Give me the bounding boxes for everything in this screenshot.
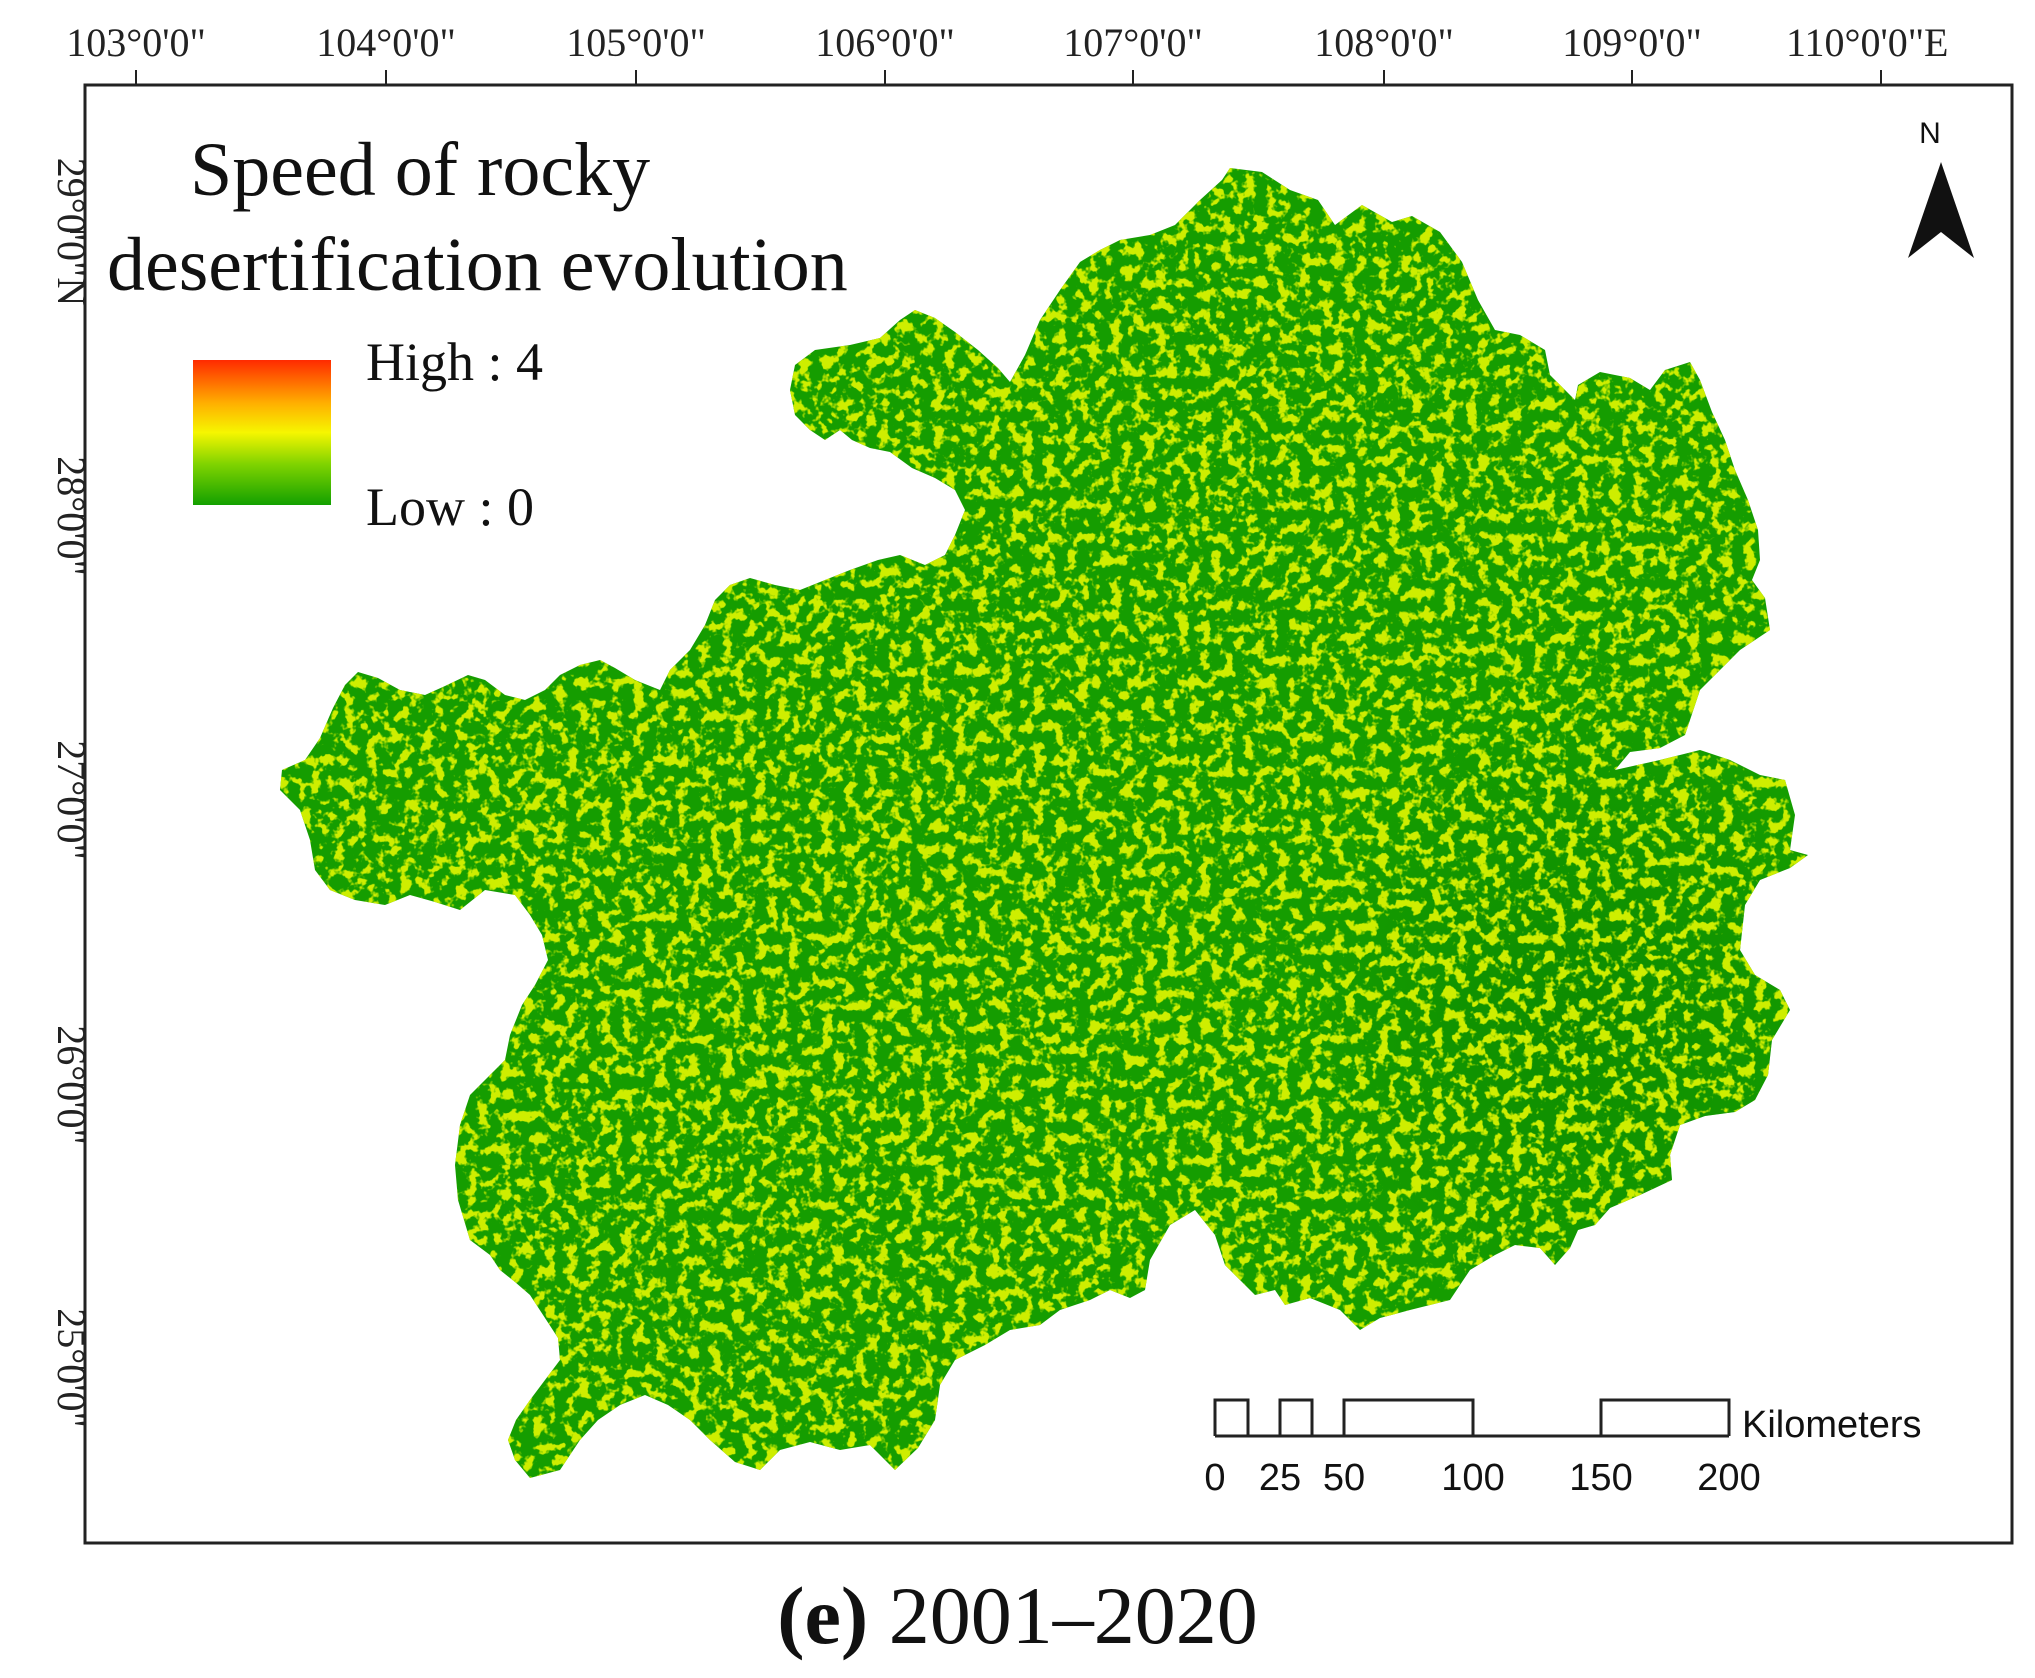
map-title-line2: desertification evolution — [107, 223, 848, 307]
scale-label: 150 — [1569, 1457, 1632, 1499]
legend-color-ramp — [193, 360, 331, 505]
map-title-line1: Speed of rocky — [190, 128, 650, 212]
longitude-tick-label: 109°0'0" — [1562, 20, 1702, 65]
scale-label: 0 — [1204, 1457, 1225, 1499]
scale-label: 100 — [1441, 1457, 1504, 1499]
north-arrow-icon — [1908, 162, 1941, 258]
longitude-tick-label: 108°0'0" — [1314, 20, 1454, 65]
scale-bar: Kilometers 0 25 50 100 150 200 — [1204, 1398, 1922, 1499]
north-arrow: N — [1908, 117, 1974, 258]
scale-unit: Kilometers — [1742, 1404, 1922, 1446]
longitude-tick-label: 103°0'0" — [66, 20, 206, 65]
figure-caption: (e) 2001–2020 — [0, 1575, 2035, 1657]
scale-label: 25 — [1259, 1457, 1301, 1499]
latitude-ticks: 29°0'0"N28°0'0"27°0'0"26°0'0"25°0'0" — [49, 158, 94, 1428]
longitude-tick-label: 104°0'0" — [316, 20, 456, 65]
caption-letter: (e) — [777, 1570, 869, 1661]
longitude-tick-label: 106°0'0" — [815, 20, 955, 65]
scale-label: 200 — [1697, 1457, 1760, 1499]
scale-label: 50 — [1323, 1457, 1365, 1499]
study-region — [280, 168, 1808, 1478]
longitude-tick-label: 107°0'0" — [1063, 20, 1203, 65]
longitude-ticks: 103°0'0" 104°0'0" 105°0'0" 106°0'0" 107°0'0"… — [66, 20, 1948, 85]
longitude-tick-label: 110°0'0"E — [1786, 20, 1948, 65]
longitude-tick-label: 105°0'0" — [566, 20, 706, 65]
north-label: N — [1919, 117, 1941, 150]
legend-high-label: High : 4 — [366, 332, 543, 392]
legend-low-label: Low : 0 — [366, 477, 534, 537]
caption-text: 2001–2020 — [868, 1570, 1258, 1661]
